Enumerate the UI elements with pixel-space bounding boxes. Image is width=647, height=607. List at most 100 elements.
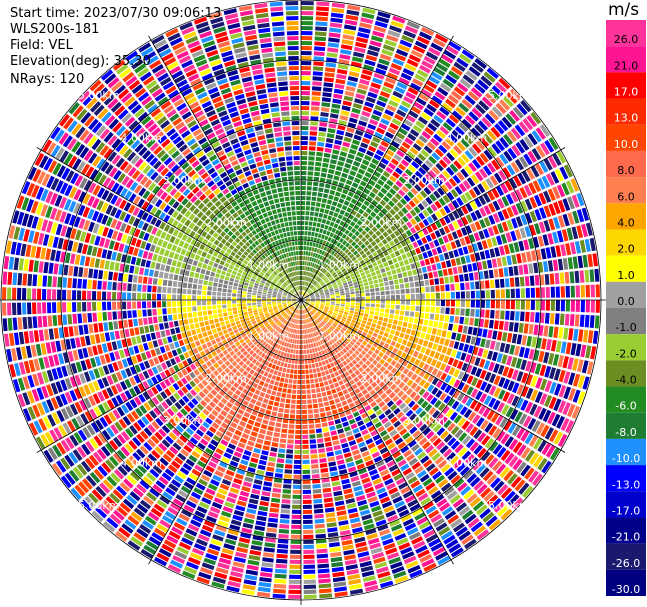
velocity-gate bbox=[266, 430, 273, 436]
velocity-gate bbox=[398, 278, 404, 284]
velocity-gate bbox=[188, 349, 195, 357]
velocity-gate bbox=[176, 517, 188, 527]
velocity-gate bbox=[310, 206, 315, 211]
velocity-gate bbox=[252, 365, 258, 371]
velocity-gate bbox=[390, 375, 398, 383]
velocity-gate bbox=[307, 318, 310, 323]
velocity-gate bbox=[311, 101, 320, 106]
velocity-gate bbox=[404, 168, 413, 177]
velocity-gate bbox=[444, 510, 457, 520]
velocity-gate bbox=[495, 415, 504, 426]
velocity-gate bbox=[370, 141, 379, 148]
velocity-gate bbox=[367, 378, 374, 385]
velocity-gate bbox=[316, 238, 321, 243]
velocity-gate bbox=[314, 166, 321, 172]
velocity-gate bbox=[501, 256, 508, 266]
velocity-gate bbox=[575, 300, 580, 312]
velocity-gate bbox=[75, 415, 85, 427]
velocity-gate bbox=[303, 281, 305, 286]
velocity-gate bbox=[397, 390, 405, 398]
velocity-gate bbox=[301, 16, 314, 21]
velocity-gate bbox=[340, 302, 345, 305]
velocity-gate bbox=[240, 459, 249, 466]
velocity-gate bbox=[329, 22, 342, 28]
velocity-gate bbox=[228, 371, 235, 378]
velocity-gate bbox=[270, 416, 277, 422]
velocity-gate bbox=[388, 318, 393, 324]
velocity-gate bbox=[292, 499, 301, 504]
velocity-gate bbox=[351, 256, 357, 262]
velocity-gate bbox=[311, 257, 315, 262]
velocity-gate bbox=[347, 76, 359, 83]
velocity-gate bbox=[278, 529, 289, 534]
velocity-gate bbox=[357, 185, 365, 192]
velocity-gate bbox=[361, 570, 375, 578]
velocity-gate bbox=[139, 362, 146, 371]
velocity-gate bbox=[365, 584, 379, 592]
velocity-gate bbox=[329, 268, 334, 273]
velocity-gate bbox=[287, 327, 291, 332]
velocity-gate bbox=[355, 415, 362, 422]
velocity-gate bbox=[435, 413, 444, 422]
velocity-gate bbox=[327, 226, 333, 232]
velocity-gate bbox=[346, 461, 355, 468]
velocity-gate bbox=[349, 588, 364, 595]
velocity-gate bbox=[202, 421, 210, 429]
velocity-gate bbox=[274, 568, 287, 574]
velocity-gate bbox=[426, 103, 437, 113]
velocity-gate bbox=[102, 479, 114, 491]
velocity-gate bbox=[324, 436, 331, 442]
velocity-gate bbox=[303, 309, 305, 314]
velocity-gate bbox=[319, 458, 327, 463]
velocity-gate bbox=[386, 323, 392, 329]
velocity-gate bbox=[511, 217, 519, 229]
velocity-gate bbox=[282, 489, 292, 494]
velocity-gate bbox=[511, 144, 521, 157]
velocity-gate bbox=[305, 301, 310, 304]
velocity-gate bbox=[390, 383, 397, 391]
velocity-gate bbox=[348, 335, 353, 340]
velocity-gate bbox=[346, 278, 352, 282]
velocity-gate bbox=[294, 309, 297, 313]
velocity-gate bbox=[320, 412, 326, 418]
velocity-gate bbox=[310, 343, 314, 348]
velocity-gate bbox=[472, 327, 478, 336]
velocity-gate bbox=[262, 419, 269, 425]
velocity-gate bbox=[535, 287, 540, 298]
velocity-gate bbox=[260, 324, 265, 329]
velocity-gate bbox=[315, 11, 329, 17]
velocity-gate bbox=[399, 344, 406, 351]
velocity-gate bbox=[318, 272, 323, 277]
velocity-gate bbox=[455, 239, 462, 248]
velocity-gate bbox=[445, 166, 455, 176]
velocity-gate bbox=[351, 319, 357, 324]
velocity-gate bbox=[461, 362, 469, 372]
velocity-gate bbox=[468, 111, 479, 122]
velocity-gate bbox=[282, 312, 287, 317]
velocity-gate bbox=[509, 88, 522, 101]
velocity-gate bbox=[229, 331, 235, 336]
velocity-gate bbox=[359, 384, 366, 391]
velocity-gate bbox=[353, 268, 358, 273]
velocity-gate bbox=[281, 357, 286, 362]
velocity-gate bbox=[539, 124, 551, 137]
velocity-gate bbox=[418, 212, 426, 220]
velocity-gate bbox=[246, 347, 252, 353]
velocity-gate bbox=[467, 517, 480, 529]
velocity-gate bbox=[399, 39, 413, 48]
velocity-gate bbox=[364, 233, 371, 240]
velocity-gate bbox=[468, 146, 478, 157]
velocity-gate bbox=[302, 484, 311, 489]
velocity-gate bbox=[496, 430, 506, 442]
velocity-gate bbox=[448, 223, 455, 232]
velocity-gate bbox=[296, 324, 299, 329]
velocity-gate bbox=[336, 186, 343, 193]
velocity-gate bbox=[495, 185, 505, 196]
velocity-gate bbox=[259, 380, 265, 386]
velocity-gate bbox=[420, 112, 431, 121]
velocity-gate bbox=[305, 206, 310, 211]
velocity-gate bbox=[185, 374, 192, 382]
velocity-gate bbox=[301, 141, 308, 146]
velocity-gate bbox=[140, 460, 151, 471]
velocity-gate bbox=[454, 429, 464, 439]
